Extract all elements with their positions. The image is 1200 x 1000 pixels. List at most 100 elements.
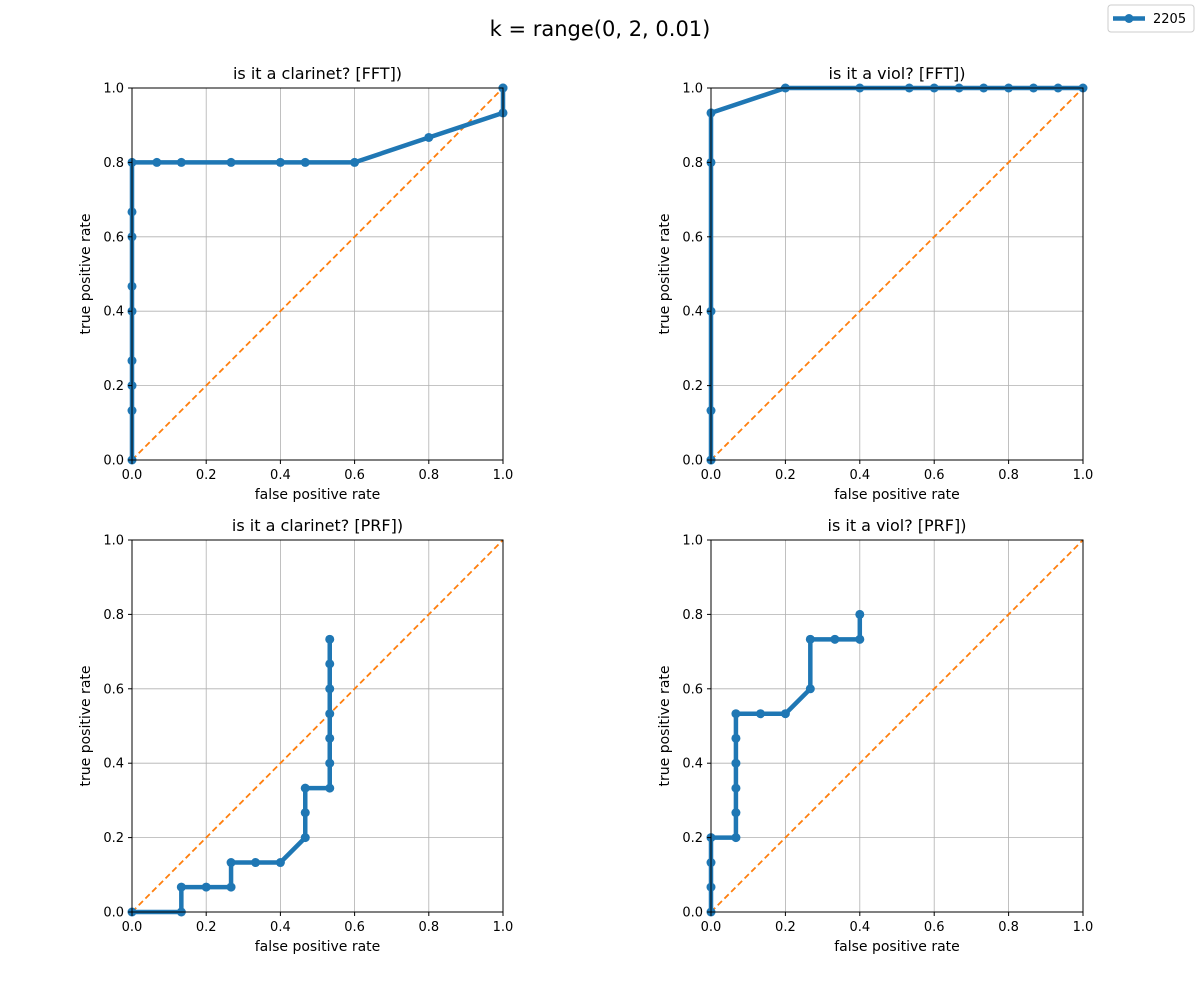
x-tick-label: 0.0 xyxy=(701,920,722,935)
chance-diagonal-line xyxy=(131,87,504,461)
y-tick-label: 0.8 xyxy=(682,156,703,171)
y-tick-label: 0.8 xyxy=(682,608,703,623)
roc-point xyxy=(805,634,815,644)
roc-point xyxy=(152,157,162,167)
x-tick-label: 0.6 xyxy=(924,920,945,935)
y-tick-label: 0.8 xyxy=(103,608,124,623)
roc-point xyxy=(226,858,236,868)
roc-point xyxy=(780,709,790,719)
roc-point xyxy=(325,684,335,694)
y-tick-label: 0.4 xyxy=(682,757,703,772)
subplot-title: is it a viol? [FFT]) xyxy=(829,64,966,83)
roc-point xyxy=(275,157,285,167)
x-tick-label: 0.8 xyxy=(998,920,1019,935)
x-tick-label: 0.4 xyxy=(849,468,870,483)
y-tick-label: 0.8 xyxy=(103,156,124,171)
x-tick-label: 0.8 xyxy=(998,468,1019,483)
roc-point xyxy=(805,684,815,694)
roc-point xyxy=(325,758,335,768)
x-axis-label: false positive rate xyxy=(255,939,381,955)
axes-frame xyxy=(131,539,504,913)
x-tick-label: 0.0 xyxy=(701,468,722,483)
y-axis-label: true positive rate xyxy=(657,666,673,787)
y-axis-label: true positive rate xyxy=(78,214,94,335)
subplot-title: is it a clarinet? [PRF]) xyxy=(232,516,403,535)
y-tick-label: 0.4 xyxy=(103,757,124,772)
subplot-title: is it a viol? [PRF]) xyxy=(828,516,967,535)
x-axis-label: false positive rate xyxy=(255,487,381,503)
x-tick-label: 0.4 xyxy=(270,920,291,935)
roc-point xyxy=(350,157,360,167)
roc-point xyxy=(830,634,840,644)
y-tick-label: 0.0 xyxy=(103,454,124,469)
x-tick-label: 0.4 xyxy=(270,468,291,483)
roc-point xyxy=(300,783,310,793)
y-tick-label: 0.6 xyxy=(103,230,124,245)
x-tick-label: 0.6 xyxy=(344,468,365,483)
roc-point xyxy=(731,808,741,818)
roc-point xyxy=(731,833,741,843)
roc-point xyxy=(855,634,865,644)
roc-point xyxy=(201,882,211,892)
roc-point xyxy=(251,858,261,868)
axes-frame xyxy=(710,539,1084,913)
subplot-clarinet-prf: 0.0 0.2 0.4 0.6 0.8 1.0 0.0 0.2 0.4 0.6 0.8 1.0 is i… xyxy=(78,516,513,955)
roc-point xyxy=(731,709,741,719)
roc-point xyxy=(275,858,285,868)
x-tick-label: 0.2 xyxy=(196,468,217,483)
roc-point xyxy=(226,157,236,167)
roc-point xyxy=(176,882,186,892)
roc-point xyxy=(300,808,310,818)
legend-marker-swatch xyxy=(1124,14,1134,23)
roc-point xyxy=(325,733,335,743)
chance-diagonal-line xyxy=(131,539,504,913)
roc-point xyxy=(300,157,310,167)
x-tick-label: 0.2 xyxy=(196,920,217,935)
roc-point xyxy=(176,157,186,167)
roc-point xyxy=(731,783,741,793)
y-tick-label: 0.6 xyxy=(103,682,124,697)
x-axis-label: false positive rate xyxy=(834,939,960,955)
y-tick-label: 0.4 xyxy=(682,305,703,320)
x-tick-label: 1.0 xyxy=(1073,468,1094,483)
x-tick-label: 0.0 xyxy=(122,920,143,935)
figure-suptitle: k = range(0, 2, 0.01) xyxy=(490,17,711,41)
roc-point xyxy=(325,659,335,669)
roc-point xyxy=(424,132,434,142)
roc-point xyxy=(226,882,236,892)
axes-frame xyxy=(710,87,1084,461)
y-tick-label: 0.6 xyxy=(682,682,703,697)
y-axis-label: true positive rate xyxy=(78,666,94,787)
roc-point xyxy=(731,758,741,768)
x-tick-label: 0.6 xyxy=(344,920,365,935)
roc-point xyxy=(755,709,765,719)
y-tick-label: 0.0 xyxy=(103,906,124,921)
x-tick-label: 1.0 xyxy=(493,468,514,483)
subplot-viol-prf: 0.0 0.2 0.4 0.6 0.8 1.0 0.0 0.2 0.4 0.6 0.8 1.0 is i… xyxy=(657,516,1093,955)
x-tick-label: 0.6 xyxy=(924,468,945,483)
y-tick-label: 0.2 xyxy=(103,831,124,846)
x-tick-label: 0.2 xyxy=(775,468,796,483)
y-tick-label: 0.2 xyxy=(682,379,703,394)
legend-label: 2205 xyxy=(1153,12,1186,27)
x-tick-label: 0.8 xyxy=(418,920,439,935)
y-tick-label: 0.2 xyxy=(682,831,703,846)
y-tick-label: 0.0 xyxy=(682,454,703,469)
roc-point xyxy=(325,634,335,644)
y-tick-label: 1.0 xyxy=(682,534,703,549)
chance-diagonal-line xyxy=(710,87,1084,461)
y-tick-label: 1.0 xyxy=(103,534,124,549)
x-tick-label: 0.0 xyxy=(122,468,143,483)
x-tick-label: 1.0 xyxy=(493,920,514,935)
x-tick-label: 0.8 xyxy=(418,468,439,483)
y-tick-label: 1.0 xyxy=(682,82,703,97)
x-tick-label: 0.4 xyxy=(849,920,870,935)
roc-point xyxy=(325,709,335,719)
y-tick-label: 0.2 xyxy=(103,379,124,394)
subplot-clarinet-fft: 0.0 0.2 0.4 0.6 0.8 1.0 0.0 0.2 0.4 0.6 0.8 1.0 is i… xyxy=(78,64,513,503)
y-tick-label: 1.0 xyxy=(103,82,124,97)
roc-point xyxy=(300,833,310,843)
y-tick-label: 0.4 xyxy=(103,305,124,320)
